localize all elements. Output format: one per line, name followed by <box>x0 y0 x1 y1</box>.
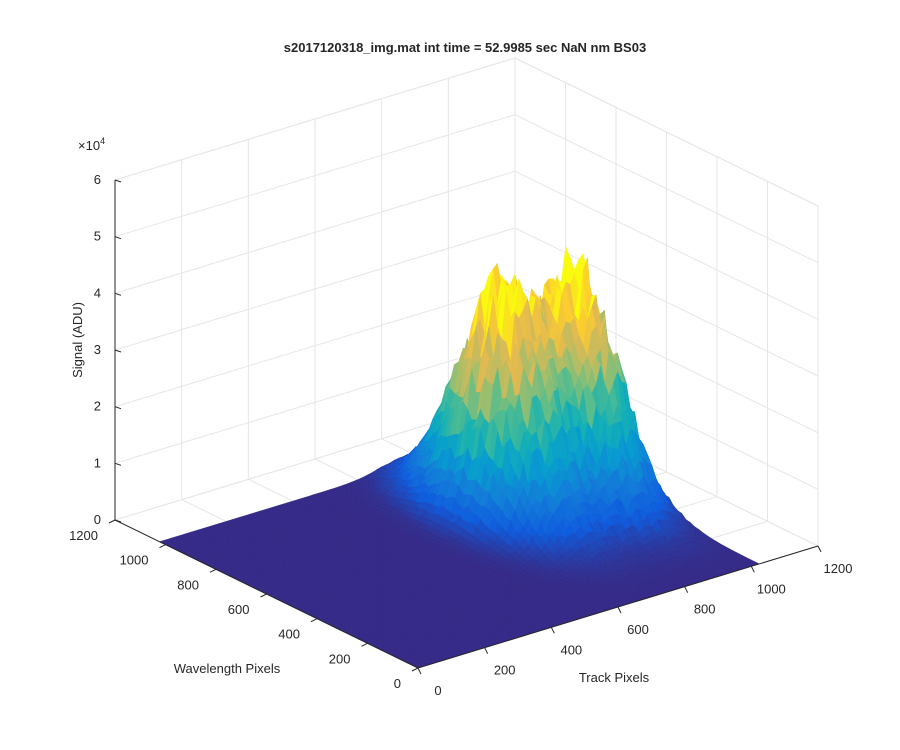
x-tick-mark <box>484 647 489 654</box>
y-tick-label: 1000 <box>120 553 149 568</box>
y-tick-label: 1200 <box>69 528 98 543</box>
z-tick-mark <box>114 406 122 410</box>
z-exponent-label: ×104 <box>78 136 105 153</box>
box-edge <box>514 57 819 207</box>
x-tick-mark <box>817 545 822 553</box>
z-tick-label: 2 <box>94 399 101 414</box>
y-tick-mark <box>260 593 267 598</box>
y-tick-mark <box>108 519 116 524</box>
x-tick-mark <box>750 566 755 573</box>
z-tick-mark <box>114 349 122 353</box>
x-tick-label: 400 <box>560 642 582 657</box>
z-tick-label: 1 <box>94 455 101 470</box>
x-tick-mark <box>417 667 422 675</box>
x-tick-mark <box>684 586 689 593</box>
y-tick-label: 0 <box>394 676 401 691</box>
z-tick-mark <box>114 179 122 183</box>
x-tick-label: 1000 <box>757 581 786 596</box>
y-axis-label: Wavelength Pixels <box>174 661 281 676</box>
x-tick-mark <box>550 627 555 634</box>
chart-title: s2017120318_img.mat int time = 52.9985 s… <box>284 40 646 55</box>
x-tick-label: 0 <box>434 683 441 698</box>
x-tick-label: 1200 <box>824 561 853 576</box>
z-tick-mark <box>114 462 122 466</box>
z-axis-label: Signal (ADU) <box>70 302 85 378</box>
surface <box>158 246 760 669</box>
y-tick-mark <box>361 642 368 647</box>
y-tick-label: 600 <box>228 602 250 617</box>
y-tick-mark <box>159 544 166 549</box>
y-tick-mark <box>209 568 217 573</box>
x-axis-label: Track Pixels <box>579 670 650 685</box>
y-tick-label: 200 <box>329 651 351 666</box>
x-tick-label: 800 <box>694 602 716 617</box>
x-tick-label: 600 <box>627 622 649 637</box>
box-edge <box>114 57 516 181</box>
z-tick-label: 5 <box>94 229 101 244</box>
z-tick-label: 0 <box>94 512 101 527</box>
z-tick-label: 6 <box>94 172 101 187</box>
y-tick-label: 400 <box>278 627 300 642</box>
y-tick-mark <box>310 618 318 623</box>
z-tick-label: 4 <box>94 285 101 300</box>
y-tick-label: 800 <box>177 577 199 592</box>
x-tick-mark <box>617 606 622 614</box>
y-tick-mark <box>411 667 419 672</box>
x-tick-label: 200 <box>494 663 516 678</box>
z-tick-label: 3 <box>94 342 101 357</box>
z-tick-mark <box>114 236 122 240</box>
z-tick-mark <box>114 292 122 296</box>
